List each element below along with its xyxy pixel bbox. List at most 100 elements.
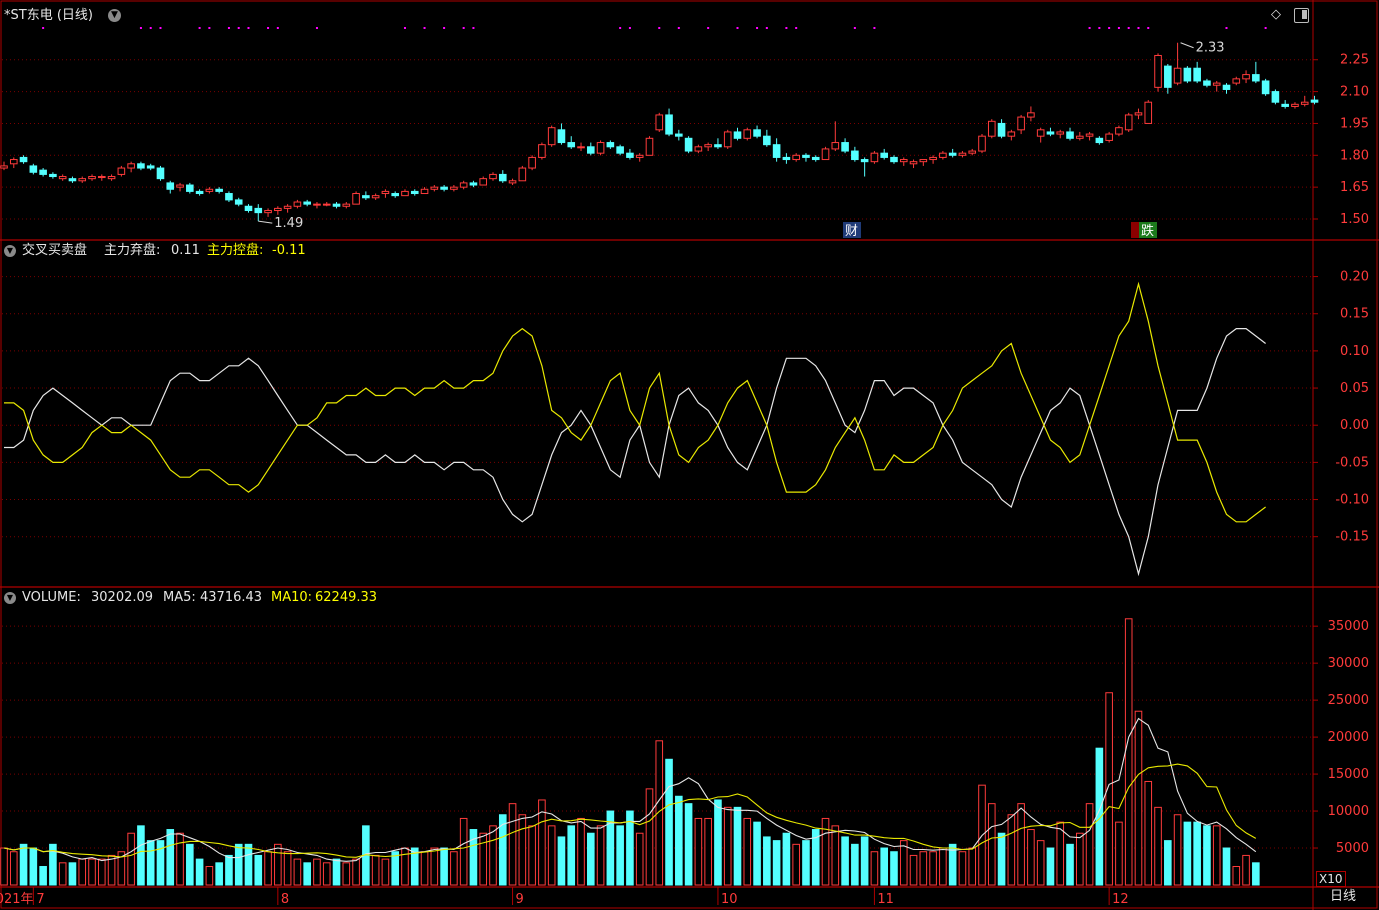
month-label-2: 8 xyxy=(281,892,289,907)
candle-body-33 xyxy=(322,203,331,206)
volume-bar-39 xyxy=(381,858,390,886)
month-label-4: 10 xyxy=(721,892,738,907)
low-price-pointer xyxy=(258,220,273,224)
volume-bar-113 xyxy=(1105,692,1113,886)
volume-bar-48 xyxy=(469,829,478,886)
indicator-tick-label-7: -0.15 xyxy=(1335,530,1369,545)
candle-body-24 xyxy=(234,199,243,205)
volume-bar-75 xyxy=(733,806,742,886)
candle-body-132 xyxy=(1291,103,1299,107)
signal-dot-24 xyxy=(765,27,768,29)
indicator-line-1 xyxy=(4,281,1266,523)
volume-bar-97 xyxy=(948,843,957,886)
volume-bar-99 xyxy=(968,847,977,886)
volume-bar-101 xyxy=(987,803,996,886)
candle-body-53 xyxy=(518,167,527,182)
candle-body-106 xyxy=(1036,129,1045,137)
indicator-name: 交叉买卖盘 xyxy=(22,243,88,258)
diamond-icon[interactable]: ◇ xyxy=(1271,7,1281,22)
volume-bar-61 xyxy=(596,825,605,886)
signal-dot-36 xyxy=(1225,27,1228,29)
candle-body-93 xyxy=(909,161,918,165)
candle-body-11 xyxy=(107,176,116,180)
volume-bar-18 xyxy=(176,832,184,886)
volume-bar-111 xyxy=(1085,803,1094,886)
volume-bar-82 xyxy=(802,840,810,886)
signal-dot-7 xyxy=(237,27,240,29)
candle-body-129 xyxy=(1261,80,1270,95)
indicator-chevron-icon[interactable]: ▼ xyxy=(4,245,16,257)
candle-body-83 xyxy=(811,156,820,161)
candle-body-88 xyxy=(860,159,869,163)
volume-bar-90 xyxy=(880,847,889,886)
ind-line1-value: 0.11 xyxy=(171,243,200,258)
volume-bar-125 xyxy=(1222,847,1231,886)
signal-dot-2 xyxy=(149,27,152,29)
volume-bar-53 xyxy=(518,814,527,886)
signal-dot-26 xyxy=(795,27,798,29)
indicator-lines[interactable] xyxy=(4,281,1266,577)
chevron-down-icon[interactable]: ▼ xyxy=(108,9,121,22)
period-button[interactable]: 日线 xyxy=(1330,889,1357,904)
candlestick-series[interactable] xyxy=(0,42,1319,222)
candle-body-2 xyxy=(19,156,28,163)
signal-dot-20 xyxy=(677,27,680,29)
candle-body-96 xyxy=(939,152,947,158)
volume-tick-label-5: 30000 xyxy=(1328,656,1369,671)
volume-chevron-icon[interactable]: ▼ xyxy=(4,592,16,604)
volume-bar-6 xyxy=(58,862,67,886)
volume-bars[interactable] xyxy=(0,618,1260,886)
ma10-value: 62249.33 xyxy=(315,590,378,605)
price-tick-label-5: 2.25 xyxy=(1340,53,1369,68)
volume-bar-59 xyxy=(577,817,585,886)
volume-bar-116 xyxy=(1134,710,1143,886)
candle-body-104 xyxy=(1017,116,1025,131)
candle-body-119 xyxy=(1164,65,1172,88)
candle-body-28 xyxy=(274,207,282,212)
candle-body-120 xyxy=(1173,67,1182,84)
volume-bar-121 xyxy=(1183,821,1192,886)
ma5-label: MA5: xyxy=(163,590,196,605)
volume-bar-9 xyxy=(88,858,96,886)
candle-body-81 xyxy=(792,154,800,161)
volume-bar-105 xyxy=(1027,829,1035,886)
candle-body-118 xyxy=(1154,54,1162,88)
candle-body-110 xyxy=(1076,135,1084,139)
window-toggle-icon[interactable] xyxy=(1294,8,1309,23)
volume-bar-44 xyxy=(430,847,439,886)
signal-dot-14 xyxy=(443,27,446,29)
volume-bar-122 xyxy=(1193,821,1201,886)
candle-body-10 xyxy=(98,176,106,179)
volume-bar-51 xyxy=(498,814,507,886)
month-label-6: 12 xyxy=(1112,892,1129,907)
candle-body-49 xyxy=(479,178,488,186)
volume-bar-15 xyxy=(146,840,155,886)
candle-body-35 xyxy=(342,203,351,207)
candle-body-13 xyxy=(127,163,135,169)
price-tick-label-4: 2.10 xyxy=(1340,85,1369,100)
candle-body-98 xyxy=(958,152,967,156)
candle-body-122 xyxy=(1193,67,1201,82)
volume-bar-118 xyxy=(1154,806,1162,886)
volume-bar-86 xyxy=(841,836,849,886)
candle-body-54 xyxy=(528,156,536,169)
candle-body-80 xyxy=(782,156,791,161)
volume-bar-92 xyxy=(899,840,908,886)
candle-body-45 xyxy=(440,186,448,190)
signal-dot-4 xyxy=(198,27,201,29)
volume-bar-128 xyxy=(1252,862,1260,886)
candle-body-72 xyxy=(704,144,712,148)
candle-body-47 xyxy=(459,182,468,188)
x10-label: X10 xyxy=(1316,871,1346,887)
volume-bar-52 xyxy=(508,803,517,886)
candle-body-12 xyxy=(117,167,126,175)
volume-bar-22 xyxy=(215,862,223,886)
ind-line2-label: 主力控盘: xyxy=(207,243,264,258)
candle-body-123 xyxy=(1203,80,1211,86)
volume-bar-43 xyxy=(420,851,429,886)
volume-bar-20 xyxy=(195,858,204,886)
candle-body-29 xyxy=(283,205,292,209)
volume-bar-32 xyxy=(313,858,321,886)
candle-body-75 xyxy=(733,131,742,139)
